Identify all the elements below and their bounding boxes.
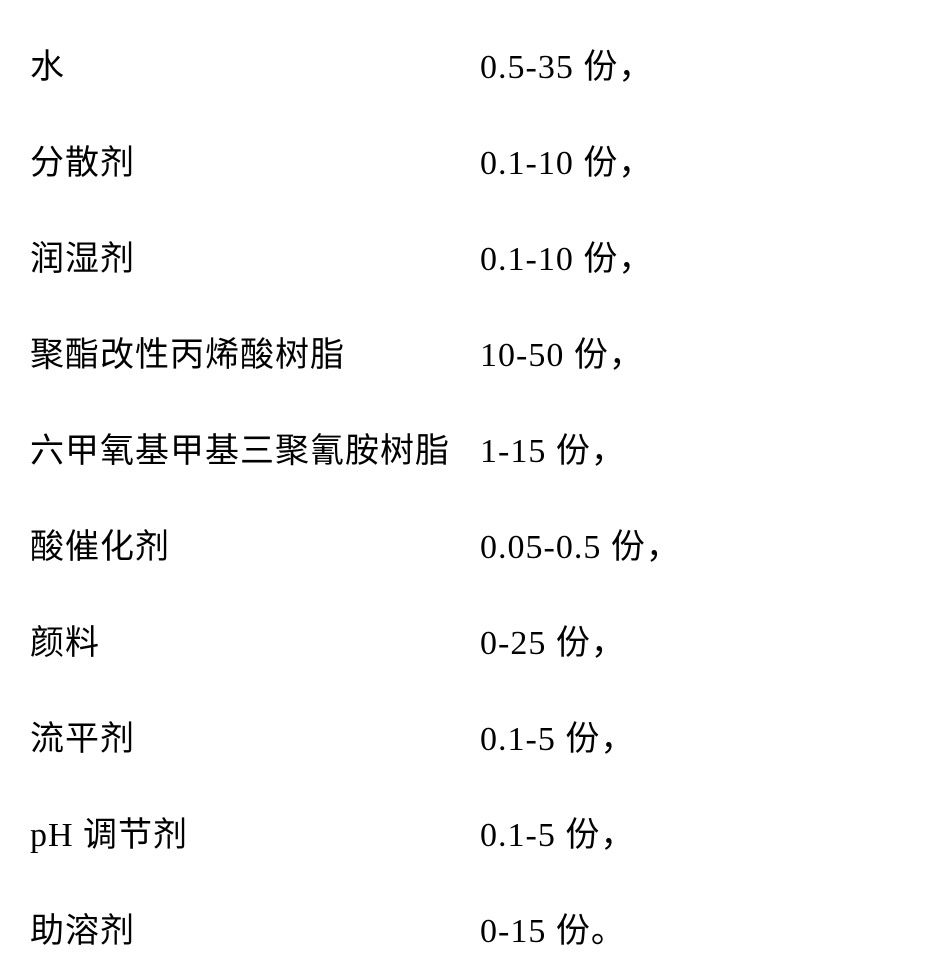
- table-row: pH 调节剂 0.1-5 份，: [30, 788, 907, 884]
- table-row: 颜料 0-25 份，: [30, 596, 907, 692]
- ingredient-value: 0-25 份，: [480, 596, 626, 692]
- ingredient-label: pH 调节剂: [30, 788, 480, 884]
- ingredient-label: 分散剂: [30, 116, 480, 212]
- ingredient-label: 六甲氧基甲基三聚氰胺树脂: [30, 404, 480, 500]
- table-row: 助溶剂 0-15 份。: [30, 884, 907, 980]
- ingredient-label: 酸催化剂: [30, 500, 480, 596]
- table-row: 聚酯改性丙烯酸树脂 10-50 份，: [30, 308, 907, 404]
- ingredient-value: 0.1-5 份，: [480, 692, 635, 788]
- ingredient-label: 聚酯改性丙烯酸树脂: [30, 308, 480, 404]
- table-row: 分散剂 0.1-10 份，: [30, 116, 907, 212]
- ingredient-label: 润湿剂: [30, 212, 480, 308]
- ingredient-value: 0.1-5 份，: [480, 788, 635, 884]
- ingredient-value: 0-15 份。: [480, 884, 626, 980]
- ingredient-label: 颜料: [30, 596, 480, 692]
- ingredient-label: 流平剂: [30, 692, 480, 788]
- table-row: 酸催化剂 0.05-0.5 份，: [30, 500, 907, 596]
- ingredient-value: 0.1-10 份，: [480, 116, 653, 212]
- ingredient-label: 助溶剂: [30, 884, 480, 980]
- table-row: 水 0.5-35 份，: [30, 20, 907, 116]
- ingredient-value: 0.1-10 份，: [480, 212, 653, 308]
- table-row: 流平剂 0.1-5 份，: [30, 692, 907, 788]
- ingredient-value: 0.5-35 份，: [480, 20, 653, 116]
- ingredient-value: 1-15 份，: [480, 404, 626, 500]
- table-row: 六甲氧基甲基三聚氰胺树脂 1-15 份，: [30, 404, 907, 500]
- table-row: 润湿剂 0.1-10 份，: [30, 212, 907, 308]
- ingredient-value: 0.05-0.5 份，: [480, 500, 681, 596]
- ingredient-label: 水: [30, 20, 480, 116]
- ingredient-value: 10-50 份，: [480, 308, 644, 404]
- composition-table: 水 0.5-35 份， 分散剂 0.1-10 份， 润湿剂 0.1-10 份， …: [30, 20, 907, 980]
